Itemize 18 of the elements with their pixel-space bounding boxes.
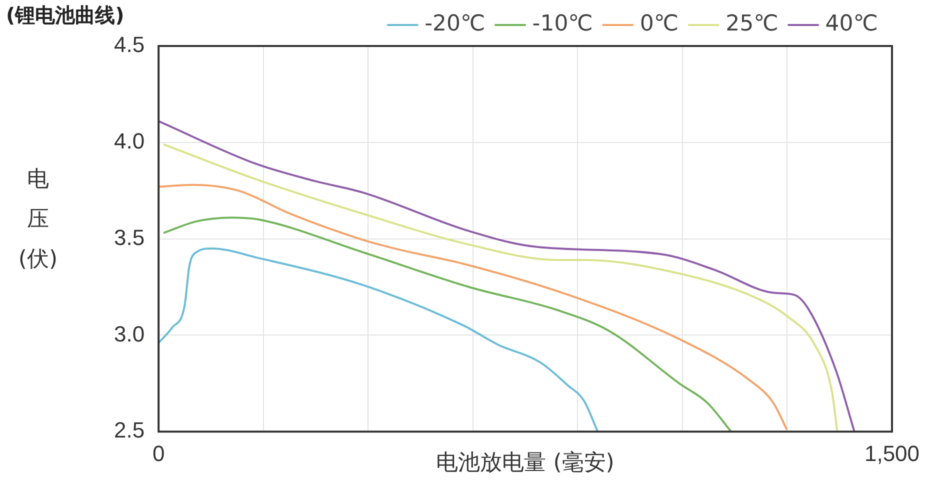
y-tick-label: 4.5 [114,32,145,58]
x-tick-label: 1,500 [864,440,920,466]
line-series [158,184,788,431]
y-tick-label: 3.0 [114,321,145,346]
y-tick-label: 2.5 [114,418,145,443]
line-series [162,216,732,432]
x-tick-label: 0 [152,440,165,466]
legend-label: 40℃ [825,12,878,37]
line-series [158,247,599,432]
x-axis-title: 电池放电量 (毫安) [436,450,614,476]
y-tick-label: 4.0 [114,128,145,154]
y-axis-title: 电压 (伏) [17,166,59,274]
chart-title: (锂电池曲线) [6,2,124,29]
y-tick-label: 3.5 [114,224,145,250]
legend-label: -10℃ [532,12,593,37]
legend-label: -20℃ [424,12,486,37]
legend-label: 25℃ [726,12,778,37]
legend-label: 0℃ [640,12,679,37]
